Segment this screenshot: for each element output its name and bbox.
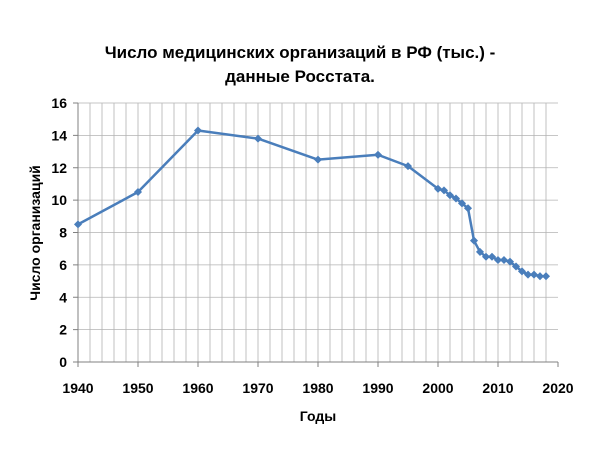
data-point <box>133 188 143 197</box>
data-point <box>457 199 467 208</box>
data-point <box>535 272 545 281</box>
data-point <box>529 270 539 279</box>
x-tick-label: 1960 <box>182 380 213 396</box>
y-tick-label: 16 <box>51 95 67 111</box>
data-point <box>313 155 323 164</box>
x-tick-label: 1980 <box>302 380 333 396</box>
data-point <box>505 257 515 266</box>
tick-labels: 0 2 4 6 8 10 12 14 16 1940 1950 1960 1970 1980 1990 200… <box>51 95 573 396</box>
data-point <box>445 191 455 200</box>
data-point <box>463 204 473 213</box>
series-line <box>77 129 546 278</box>
y-axis-title: Число организаций <box>27 165 43 301</box>
x-tick-label: 1970 <box>242 380 273 396</box>
data-point <box>439 186 449 195</box>
data-point <box>511 262 521 271</box>
y-tick-label: 4 <box>59 289 67 305</box>
data-point <box>403 162 413 171</box>
data-point <box>253 134 263 143</box>
data-point <box>523 270 533 279</box>
axes <box>73 102 559 367</box>
y-tick-label: 10 <box>51 192 67 208</box>
data-point <box>373 150 383 159</box>
y-tick-label: 12 <box>51 160 67 176</box>
chart-title-line-1: Число медицинских организаций в РФ (тыс.… <box>105 43 496 62</box>
data-point <box>541 272 551 281</box>
x-tick-label: 1990 <box>362 380 393 396</box>
data-point <box>451 194 461 203</box>
data-point <box>487 252 497 261</box>
chart-title-line-2: данные Росстата. <box>225 67 375 86</box>
x-tick-label: 2000 <box>422 380 453 396</box>
y-tick-label: 2 <box>59 322 67 338</box>
data-point <box>433 184 443 193</box>
y-tick-label: 6 <box>59 257 67 273</box>
x-tick-label: 2010 <box>482 380 513 396</box>
data-point <box>193 126 203 135</box>
grid <box>78 102 558 362</box>
y-tick-label: 0 <box>59 354 67 370</box>
data-point <box>493 255 503 265</box>
series-layer <box>73 126 551 281</box>
data-point <box>73 220 83 229</box>
x-axis-title: Годы <box>300 408 336 424</box>
data-point <box>499 255 509 265</box>
y-tick-label: 14 <box>51 127 67 143</box>
x-tick-label: 1950 <box>122 380 153 396</box>
data-point <box>475 247 485 256</box>
data-point <box>481 252 491 261</box>
y-tick-label: 8 <box>59 225 67 241</box>
data-point <box>517 267 527 276</box>
x-tick-label: 1940 <box>62 380 93 396</box>
x-tick-label: 2020 <box>542 380 573 396</box>
data-point <box>469 236 479 245</box>
